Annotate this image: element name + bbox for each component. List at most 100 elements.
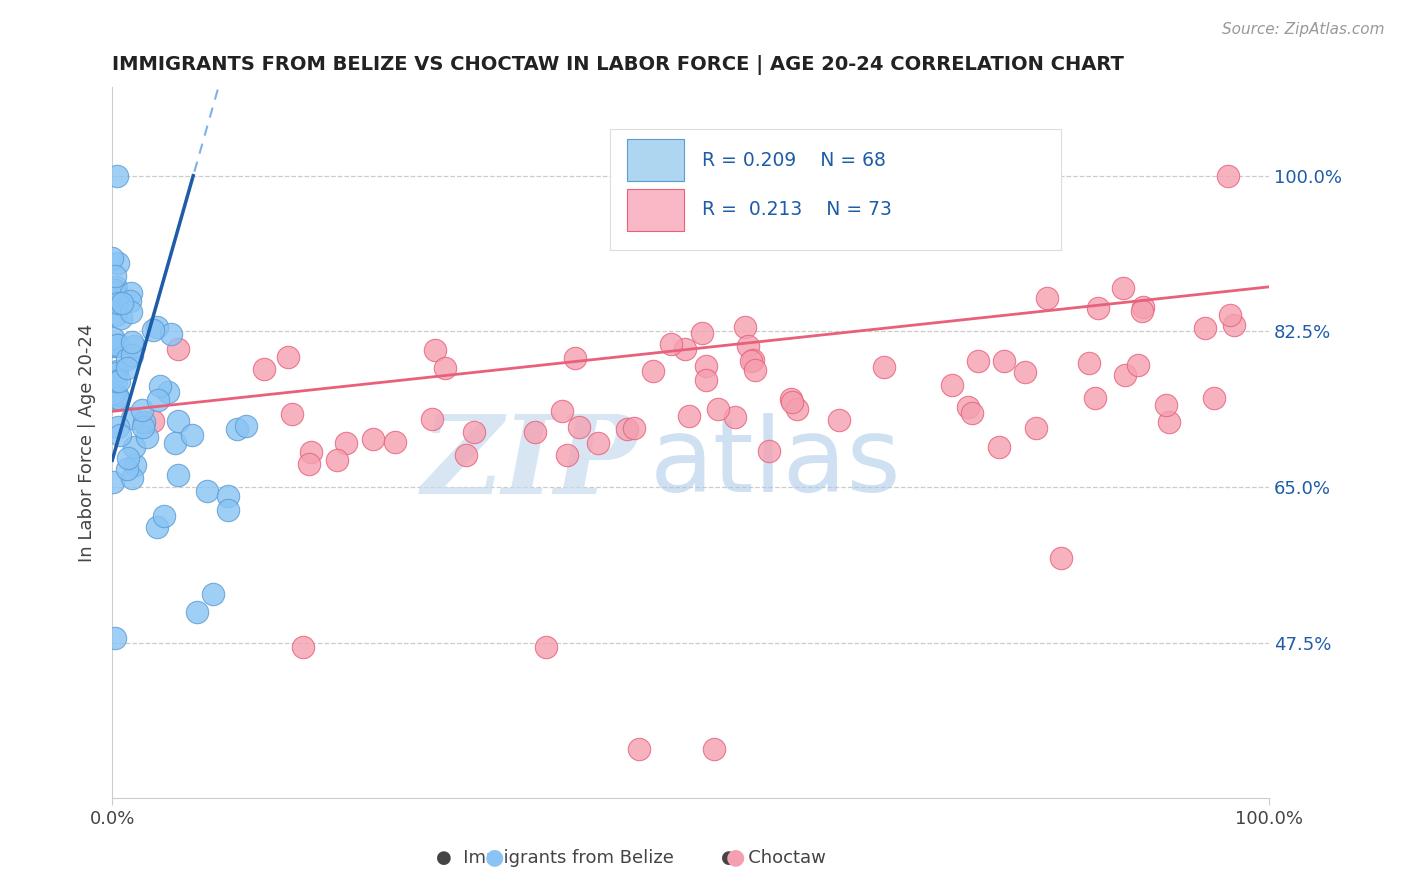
Immigrants from Belize xyxy=(104,367,127,381)
Immigrants from Belize xyxy=(120,304,142,318)
Choctaw xyxy=(1194,320,1216,334)
Choctaw xyxy=(534,640,557,654)
Immigrants from Belize xyxy=(105,367,128,381)
Immigrants from Belize xyxy=(115,351,138,366)
Immigrants from Belize xyxy=(103,386,125,401)
Choctaw xyxy=(292,640,315,654)
Choctaw xyxy=(142,414,165,428)
Choctaw xyxy=(1218,169,1240,183)
Immigrants from Belize xyxy=(146,393,169,408)
Choctaw xyxy=(643,364,665,378)
Immigrants from Belize xyxy=(120,285,142,300)
Choctaw xyxy=(744,363,766,377)
Choctaw xyxy=(1130,304,1153,318)
Choctaw xyxy=(298,457,321,471)
Immigrants from Belize xyxy=(235,418,257,433)
Immigrants from Belize xyxy=(107,256,129,270)
Choctaw xyxy=(301,445,323,459)
Choctaw xyxy=(678,409,700,423)
FancyBboxPatch shape xyxy=(610,129,1060,251)
Choctaw xyxy=(454,448,477,462)
Choctaw xyxy=(690,326,713,341)
Choctaw xyxy=(166,343,188,357)
Immigrants from Belize xyxy=(180,428,202,442)
Choctaw xyxy=(1049,551,1071,566)
Immigrants from Belize xyxy=(163,435,186,450)
Immigrants from Belize xyxy=(103,283,125,297)
Choctaw xyxy=(568,420,591,434)
Text: atlas: atlas xyxy=(650,413,901,515)
Choctaw xyxy=(1202,391,1225,405)
Choctaw xyxy=(1132,300,1154,314)
Choctaw xyxy=(616,422,638,436)
Immigrants from Belize xyxy=(107,391,129,405)
Immigrants from Belize xyxy=(107,337,129,351)
Choctaw xyxy=(780,392,803,406)
Immigrants from Belize xyxy=(122,339,145,353)
FancyBboxPatch shape xyxy=(627,189,683,231)
Immigrants from Belize xyxy=(132,415,155,429)
Choctaw xyxy=(956,401,979,415)
Choctaw xyxy=(325,453,347,467)
Choctaw xyxy=(828,412,851,426)
Immigrants from Belize xyxy=(115,462,138,476)
Immigrants from Belize xyxy=(136,430,159,444)
Text: ●  Immigrants from Belize: ● Immigrants from Belize xyxy=(436,849,675,867)
Immigrants from Belize xyxy=(104,295,127,310)
Choctaw xyxy=(586,436,609,450)
Immigrants from Belize xyxy=(152,508,174,523)
Choctaw xyxy=(1222,318,1244,332)
Choctaw xyxy=(463,425,485,439)
Choctaw xyxy=(555,449,578,463)
Choctaw xyxy=(695,359,717,374)
Immigrants from Belize xyxy=(104,285,127,299)
Choctaw xyxy=(384,434,406,449)
Immigrants from Belize xyxy=(146,520,169,534)
Choctaw xyxy=(703,742,725,756)
Text: ZIP: ZIP xyxy=(422,410,638,517)
Text: R = 0.209    N = 68: R = 0.209 N = 68 xyxy=(702,151,886,169)
Choctaw xyxy=(564,351,586,365)
Y-axis label: In Labor Force | Age 20-24: In Labor Force | Age 20-24 xyxy=(79,323,96,562)
Immigrants from Belize xyxy=(122,440,145,454)
Choctaw xyxy=(1112,281,1135,295)
Immigrants from Belize xyxy=(117,450,139,465)
Choctaw xyxy=(1036,291,1059,305)
Choctaw xyxy=(734,320,756,334)
Immigrants from Belize xyxy=(108,375,131,389)
Immigrants from Belize xyxy=(124,458,146,472)
Immigrants from Belize xyxy=(142,323,165,337)
Choctaw xyxy=(277,350,299,364)
Choctaw xyxy=(434,361,457,376)
Choctaw xyxy=(1084,391,1107,405)
Text: ●: ● xyxy=(725,847,745,867)
Immigrants from Belize xyxy=(131,403,153,417)
Immigrants from Belize xyxy=(226,422,249,436)
Immigrants from Belize xyxy=(105,280,128,294)
Choctaw xyxy=(737,339,759,353)
Text: R =  0.213    N = 73: R = 0.213 N = 73 xyxy=(702,201,891,219)
Choctaw xyxy=(695,373,717,387)
Choctaw xyxy=(1025,421,1047,435)
FancyBboxPatch shape xyxy=(627,139,683,181)
Immigrants from Belize xyxy=(149,378,172,392)
Immigrants from Belize xyxy=(167,414,190,428)
Choctaw xyxy=(941,378,963,392)
Immigrants from Belize xyxy=(105,392,128,406)
Immigrants from Belize xyxy=(104,308,127,322)
Immigrants from Belize xyxy=(166,467,188,482)
Text: ●  Choctaw: ● Choctaw xyxy=(721,849,825,867)
Choctaw xyxy=(253,361,276,376)
Choctaw xyxy=(623,421,645,435)
Immigrants from Belize xyxy=(160,326,183,341)
Immigrants from Belize xyxy=(103,631,125,645)
Immigrants from Belize xyxy=(157,385,180,400)
Choctaw xyxy=(1114,368,1136,383)
Choctaw xyxy=(423,343,446,357)
Immigrants from Belize xyxy=(145,319,167,334)
Choctaw xyxy=(742,353,765,368)
Choctaw xyxy=(1219,309,1241,323)
Choctaw xyxy=(335,435,357,450)
Immigrants from Belize xyxy=(121,334,143,349)
Immigrants from Belize xyxy=(105,338,128,352)
